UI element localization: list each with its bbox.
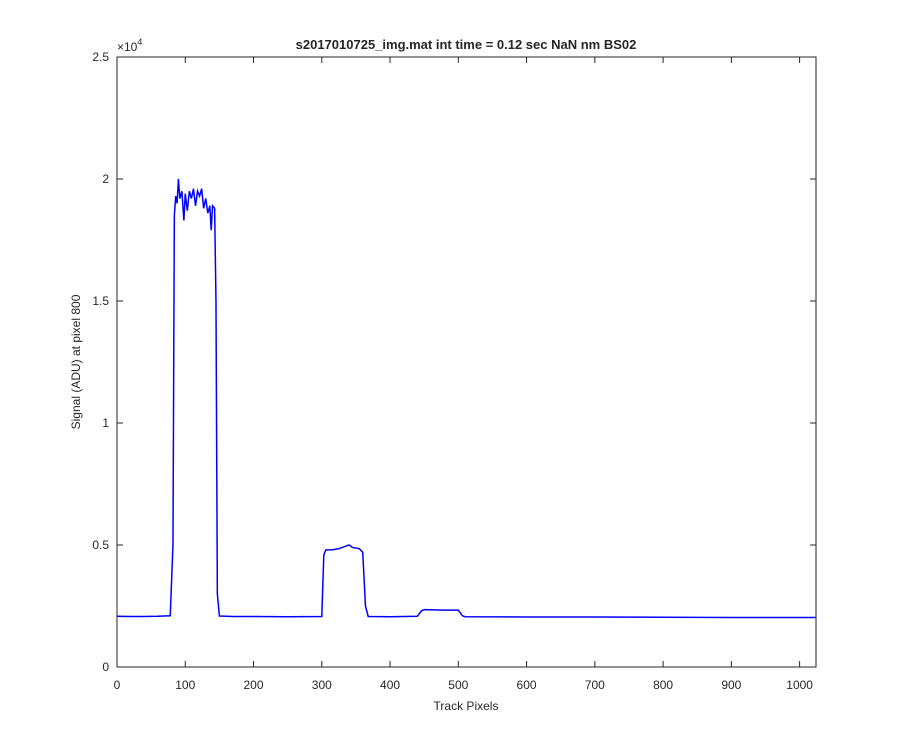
y-tick-label: 0 — [102, 660, 109, 674]
x-tick-label: 500 — [448, 678, 468, 692]
x-axis-label: Track Pixels — [434, 699, 499, 713]
y-tick-label: 2 — [102, 172, 109, 186]
y-exponent-base: ×10 — [117, 40, 138, 54]
x-tick-label: 600 — [517, 678, 537, 692]
data-line — [116, 178, 816, 619]
axes-box — [116, 56, 817, 668]
x-tick-label: 800 — [653, 678, 673, 692]
x-tick-label: 400 — [380, 678, 400, 692]
x-tick-label: 700 — [585, 678, 605, 692]
x-tick-label: 200 — [244, 678, 264, 692]
y-tick-label: 2.5 — [92, 50, 109, 64]
y-axis-label: Signal (ADU) at pixel 800 — [69, 294, 83, 429]
y-tick-label: 0.5 — [92, 538, 109, 552]
x-tick-label: 900 — [721, 678, 741, 692]
y-tick-label: 1 — [102, 416, 109, 430]
x-tick-label: 300 — [312, 678, 332, 692]
x-tick-label: 100 — [175, 678, 195, 692]
y-exponent: ×104 — [117, 37, 142, 54]
x-tick-label: 1000 — [786, 678, 813, 692]
y-exponent-power: 4 — [137, 37, 142, 47]
y-tick-label: 1.5 — [92, 294, 109, 308]
chart-title: s2017010725_img.mat int time = 0.12 sec … — [296, 37, 637, 52]
x-tick-label: 0 — [114, 678, 121, 692]
